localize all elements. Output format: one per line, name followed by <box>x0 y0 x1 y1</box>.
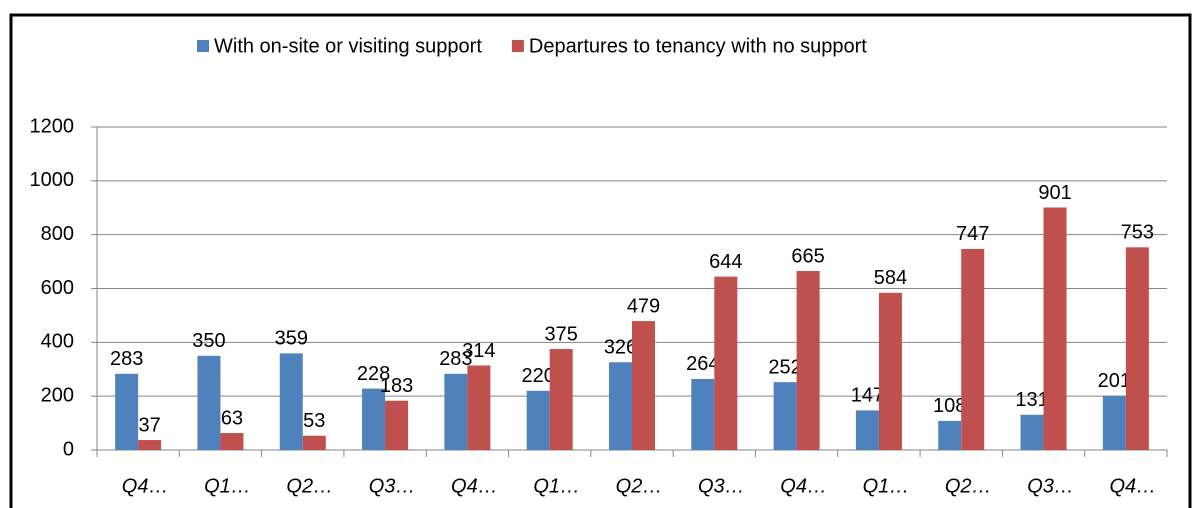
x-tick-label: Q1… <box>533 475 580 497</box>
bar <box>1043 207 1067 450</box>
x-tick-label: Q2… <box>286 475 333 497</box>
bar <box>362 388 386 450</box>
y-tick-label: 1200 <box>30 115 75 137</box>
legend-label: With on-site or visiting support <box>214 35 482 57</box>
data-label: 753 <box>1121 222 1154 244</box>
bar <box>1102 395 1126 450</box>
data-label: 375 <box>545 323 578 345</box>
y-tick-label: 600 <box>41 277 74 299</box>
x-tick-label: Q1… <box>863 475 910 497</box>
data-label: 283 <box>439 348 472 370</box>
y-tick-label: 400 <box>41 331 74 353</box>
y-tick-label: 800 <box>41 223 74 245</box>
data-label: 220 <box>522 365 555 387</box>
y-tick-label: 0 <box>63 438 74 460</box>
bar <box>1125 247 1149 450</box>
data-label: 228 <box>357 363 390 385</box>
data-label: 665 <box>791 245 824 267</box>
data-label: 314 <box>462 340 495 362</box>
bar <box>279 353 303 450</box>
data-label: 252 <box>768 356 801 378</box>
bar <box>467 365 491 450</box>
data-label: 147 <box>851 385 884 407</box>
y-tick-label: 1000 <box>30 169 75 191</box>
bar <box>691 378 715 450</box>
bar <box>302 435 326 450</box>
legend-swatch <box>197 40 209 52</box>
x-tick-label: Q4… <box>122 475 169 497</box>
data-label: 131 <box>1015 389 1048 411</box>
frame <box>9 13 1192 508</box>
data-label: 747 <box>956 223 989 245</box>
bar <box>549 349 573 450</box>
data-label: 359 <box>275 328 308 350</box>
bar <box>714 276 738 450</box>
bar <box>1020 414 1044 450</box>
data-label: 264 <box>686 353 719 375</box>
bar <box>855 410 879 450</box>
bar <box>138 440 162 450</box>
data-label: 53 <box>303 410 325 432</box>
legend-label: Departures to tenancy with no support <box>529 35 867 57</box>
bar <box>220 433 244 450</box>
bar <box>526 390 550 450</box>
x-tick-label: Q2… <box>945 475 992 497</box>
x-tick-label: Q4… <box>780 475 827 497</box>
data-label: 37 <box>139 414 161 436</box>
x-tick-label: Q3… <box>698 475 745 497</box>
data-label: 283 <box>110 348 143 370</box>
data-label: 584 <box>874 267 907 289</box>
data-label: 183 <box>380 375 413 397</box>
bar <box>632 321 655 450</box>
data-label: 326 <box>604 337 637 359</box>
x-tick-label: Q4… <box>451 475 498 497</box>
data-label: 201 <box>1098 370 1131 392</box>
bar <box>796 271 820 450</box>
bar <box>115 373 139 450</box>
x-tick-label: Q3… <box>1027 475 1074 497</box>
data-label: 644 <box>709 251 742 273</box>
data-label: 350 <box>192 330 225 352</box>
bar <box>197 355 221 450</box>
bar <box>938 420 962 450</box>
bar <box>878 292 902 450</box>
bar <box>444 373 468 450</box>
y-tick-label: 200 <box>41 384 74 406</box>
data-label: 479 <box>627 295 660 317</box>
x-tick-label: Q4… <box>1110 475 1157 497</box>
x-tick-label: Q1… <box>204 475 251 497</box>
data-label: 901 <box>1038 182 1071 204</box>
x-tick-label: Q3… <box>369 475 416 497</box>
data-label: 108 <box>933 395 966 417</box>
bar <box>961 248 985 450</box>
legend-swatch <box>511 40 524 52</box>
bar <box>385 400 409 450</box>
x-tick-label: Q2… <box>616 475 663 497</box>
data-label: 63 <box>221 407 243 429</box>
bar <box>609 362 632 450</box>
bar <box>773 382 797 450</box>
